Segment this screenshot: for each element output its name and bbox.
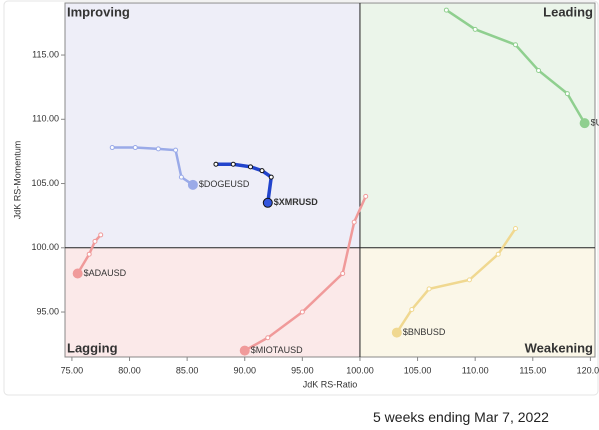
- x-axis-title: JdK RS-Ratio: [303, 379, 358, 389]
- tail-point: [472, 26, 478, 32]
- head-point: [187, 179, 198, 190]
- x-tick-label: 85.00: [176, 365, 199, 375]
- y-tick-label: 100.00: [31, 242, 59, 252]
- y-tick-label: 95.00: [36, 306, 59, 316]
- x-tick-label: 80.00: [118, 365, 141, 375]
- tail-point: [155, 146, 161, 152]
- tail-point: [98, 232, 104, 238]
- quadrant-leading: [359, 3, 595, 248]
- tail-point: [86, 251, 92, 257]
- tail: [244, 195, 367, 352]
- tail-point: [536, 67, 542, 73]
- x-tick-label: 115.00: [519, 365, 546, 375]
- footer: 5 weeks ending Mar 7, 2022: [373, 409, 549, 425]
- tail-point: [213, 161, 219, 167]
- tail: [76, 234, 102, 275]
- tail: [445, 9, 586, 124]
- head-point: [391, 327, 402, 338]
- tail-point: [495, 251, 501, 257]
- head-point: [579, 118, 590, 129]
- series-label: $ADAUSD: [84, 268, 127, 278]
- y-tick-label: 115.00: [32, 49, 59, 59]
- tail-point: [564, 91, 570, 97]
- tail-point: [132, 145, 138, 151]
- head-point: [72, 268, 83, 279]
- series-label: $DOGEUSD: [199, 179, 250, 189]
- tail-point: [340, 270, 346, 276]
- head-point: [239, 345, 250, 356]
- plot-frame: [64, 2, 596, 358]
- tail-point: [466, 277, 472, 283]
- y-tick-label: 105.00: [31, 178, 59, 188]
- y-tick-label: 110.00: [32, 114, 59, 124]
- quadrant-weakening: [359, 247, 595, 357]
- x-tick-label: 90.00: [233, 365, 256, 375]
- tail-point: [426, 286, 432, 292]
- quadrant-label: Lagging: [67, 340, 118, 355]
- quadrant-label: Leading: [543, 4, 593, 19]
- tail-point: [265, 335, 271, 341]
- tail: [215, 162, 274, 204]
- series-label: $MIOTAUSD: [251, 345, 303, 355]
- tail-point: [248, 164, 253, 170]
- x-tick-label: 95.00: [291, 365, 314, 375]
- quadrant-improving: [65, 3, 360, 248]
- tail-point: [230, 161, 236, 167]
- tail-point: [259, 168, 265, 174]
- panel: [3, 0, 599, 396]
- tail-point: [299, 309, 305, 315]
- tail: [395, 227, 517, 334]
- x-tick-label: 105.00: [404, 365, 432, 375]
- x-tick-label: 75.00: [61, 365, 84, 375]
- series-label: $BNBUSD: [403, 327, 446, 337]
- tail-point: [351, 219, 357, 225]
- x-tick-label: 100.00: [346, 365, 374, 375]
- quadrant-label: Improving: [67, 4, 130, 19]
- tail-point: [443, 7, 449, 13]
- tail-point: [268, 174, 274, 180]
- tail-point: [513, 226, 518, 232]
- tail-point: [363, 193, 369, 199]
- quadrant-label: Weakening: [525, 340, 593, 355]
- x-tick-label: 110.00: [462, 365, 489, 375]
- series-label: $USDTUSD: [591, 118, 599, 128]
- tail-point: [92, 238, 98, 244]
- tail-point: [109, 145, 115, 151]
- series-label: $XMRUSD: [274, 197, 319, 207]
- tail-point: [178, 174, 184, 180]
- x-tick-label: 120.00: [577, 365, 599, 375]
- tail-point: [173, 147, 179, 153]
- tail-point: [409, 306, 415, 312]
- tail-point: [513, 42, 518, 48]
- y-axis-title: JdK RS-Momentum: [12, 141, 22, 220]
- head-point: [262, 197, 273, 208]
